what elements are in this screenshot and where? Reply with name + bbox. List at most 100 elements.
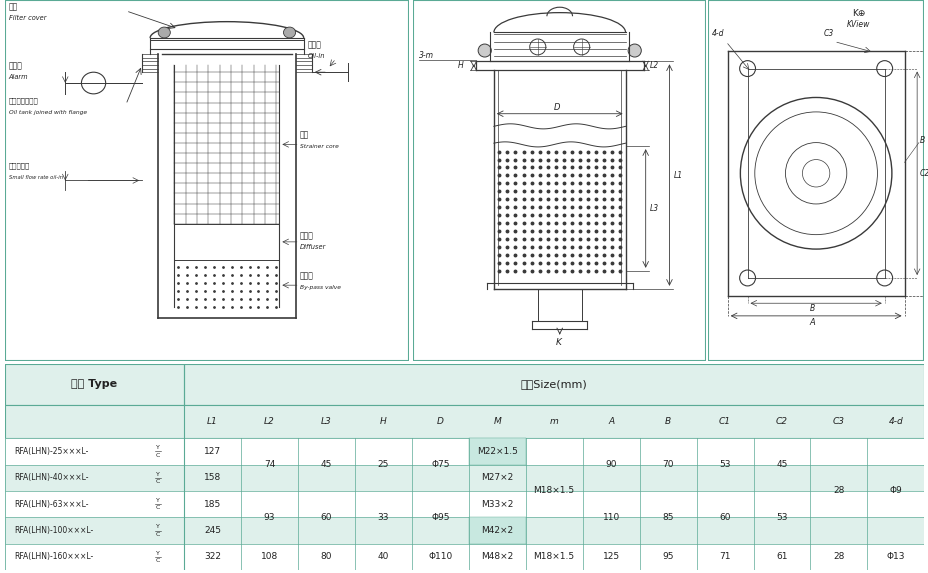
- Text: M18×1.5: M18×1.5: [533, 552, 574, 562]
- Text: 185: 185: [203, 500, 221, 509]
- Text: RFA(LHN)-63×××L-: RFA(LHN)-63×××L-: [14, 500, 88, 509]
- Text: 28: 28: [832, 486, 844, 496]
- Text: m: m: [549, 417, 558, 426]
- Text: RFA(LHN)-100×××L-: RFA(LHN)-100×××L-: [14, 526, 93, 535]
- Text: H: H: [380, 417, 386, 426]
- Text: C: C: [156, 453, 161, 457]
- Text: M27×2: M27×2: [481, 473, 513, 482]
- Text: M18×1.5: M18×1.5: [533, 486, 574, 496]
- Text: Y: Y: [156, 524, 160, 529]
- Text: 61: 61: [776, 552, 787, 562]
- Text: 74: 74: [264, 460, 275, 469]
- Text: KView: KView: [846, 20, 870, 29]
- Text: Y: Y: [156, 498, 160, 503]
- Text: By-pass valve: By-pass valve: [300, 285, 341, 290]
- Text: 4-d: 4-d: [711, 29, 723, 38]
- Text: A: A: [809, 318, 815, 327]
- Text: Y: Y: [156, 551, 160, 556]
- Text: M33×2: M33×2: [481, 500, 513, 509]
- Text: 滤芯: 滤芯: [300, 130, 309, 139]
- Bar: [5, 517, 923, 544]
- Bar: [5, 364, 923, 405]
- Circle shape: [739, 270, 754, 286]
- Text: Small flow rate oil-in: Small flow rate oil-in: [8, 175, 63, 180]
- Text: 尺寸Size(mm): 尺寸Size(mm): [521, 379, 586, 390]
- Bar: [5, 544, 923, 570]
- Text: C3: C3: [822, 29, 832, 38]
- Text: C3: C3: [832, 417, 844, 426]
- Text: Φ13: Φ13: [885, 552, 904, 562]
- Text: L2: L2: [264, 417, 275, 426]
- Text: 进油口: 进油口: [307, 40, 321, 49]
- Text: 45: 45: [776, 460, 787, 469]
- Circle shape: [739, 61, 754, 77]
- Text: 125: 125: [602, 552, 619, 562]
- Text: 53: 53: [776, 513, 787, 522]
- Text: 小量回油口: 小量回油口: [8, 163, 30, 170]
- Text: 127: 127: [203, 447, 221, 456]
- Text: Φ9: Φ9: [888, 486, 901, 496]
- Bar: [5, 491, 923, 517]
- Text: B: B: [919, 136, 924, 146]
- Text: L3: L3: [650, 204, 659, 213]
- Circle shape: [876, 61, 892, 77]
- Text: 53: 53: [718, 460, 730, 469]
- Text: Alarm: Alarm: [8, 74, 28, 80]
- Circle shape: [478, 44, 491, 57]
- Text: RFA(LHN)-160×××L-: RFA(LHN)-160×××L-: [14, 552, 93, 562]
- Text: C2: C2: [919, 169, 928, 178]
- Text: M: M: [493, 417, 500, 426]
- Text: L3: L3: [321, 417, 331, 426]
- Bar: [469, 438, 525, 465]
- Text: 3-m: 3-m: [419, 51, 433, 60]
- Text: 4-d: 4-d: [887, 417, 902, 426]
- Text: C: C: [156, 505, 161, 511]
- Text: 71: 71: [718, 552, 730, 562]
- Text: Φ75: Φ75: [431, 460, 449, 469]
- Text: C1: C1: [718, 417, 730, 426]
- Circle shape: [876, 270, 892, 286]
- Text: 60: 60: [320, 513, 331, 522]
- Circle shape: [627, 44, 640, 57]
- Text: M48×2: M48×2: [481, 552, 513, 562]
- Text: A: A: [608, 417, 613, 426]
- Text: 发讯器: 发讯器: [8, 61, 22, 70]
- Text: B: B: [809, 304, 814, 313]
- Text: D: D: [436, 417, 444, 426]
- Text: Y: Y: [156, 445, 160, 450]
- Text: 60: 60: [718, 513, 730, 522]
- Text: 93: 93: [264, 513, 275, 522]
- Text: 108: 108: [261, 552, 277, 562]
- Text: Φ110: Φ110: [428, 552, 452, 562]
- Text: C: C: [156, 479, 161, 484]
- Text: 80: 80: [320, 552, 331, 562]
- Text: 旁通阀: 旁通阀: [300, 271, 313, 280]
- Text: L1: L1: [207, 417, 217, 426]
- Text: 扩散器: 扩散器: [300, 231, 313, 240]
- Text: 158: 158: [203, 473, 221, 482]
- Bar: [5, 465, 923, 491]
- Text: Φ95: Φ95: [431, 513, 449, 522]
- Text: Diffuser: Diffuser: [300, 244, 326, 250]
- Text: RFA(LHN)-40×××L-: RFA(LHN)-40×××L-: [14, 473, 88, 482]
- Text: 40: 40: [377, 552, 389, 562]
- Text: 25: 25: [377, 460, 389, 469]
- Text: C: C: [156, 532, 161, 537]
- Text: RFA(LHN)-25×××L-: RFA(LHN)-25×××L-: [14, 447, 88, 456]
- Text: H: H: [457, 61, 462, 70]
- Bar: [5, 405, 923, 438]
- Text: B: B: [664, 417, 670, 426]
- Text: C: C: [156, 558, 161, 563]
- Text: 45: 45: [320, 460, 331, 469]
- Text: 型号 Type: 型号 Type: [71, 379, 117, 390]
- Text: K: K: [556, 337, 561, 347]
- Text: Oil tank joined with flange: Oil tank joined with flange: [8, 109, 86, 115]
- Text: 85: 85: [662, 513, 673, 522]
- Bar: [5, 438, 923, 465]
- Text: 33: 33: [377, 513, 389, 522]
- Text: 110: 110: [602, 513, 619, 522]
- Text: 90: 90: [605, 460, 616, 469]
- Text: 滤盖: 滤盖: [8, 2, 18, 11]
- Text: 与油箱连接法兰: 与油箱连接法兰: [8, 98, 38, 104]
- Circle shape: [158, 27, 170, 38]
